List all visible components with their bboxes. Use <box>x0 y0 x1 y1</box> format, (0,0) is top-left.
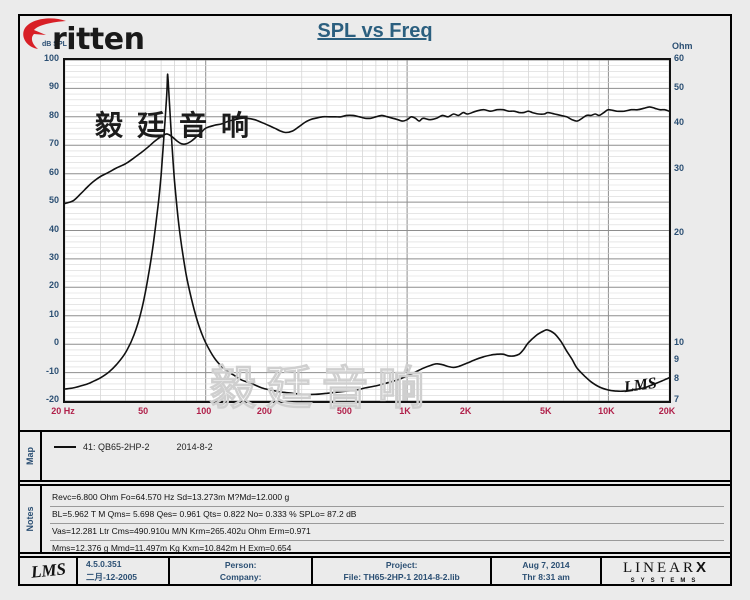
y-axis-left-label: dB SPL <box>42 41 67 48</box>
y-tick-left-70: 70 <box>48 138 59 149</box>
y-tick-left-80: 80 <box>48 109 59 120</box>
note-line-3: Vas=12.281 Ltr Cms=490.910u M/N Krm=265.… <box>50 524 724 541</box>
y-tick-left-60: 60 <box>48 166 59 177</box>
x-tick-50: 50 <box>138 406 149 416</box>
notes-panel: Notes Revc=6.800 Ohm Fo=64.570 Hz Sd=13.… <box>18 484 732 558</box>
status-version-cell: 4.5.0.351 二月-12-2005 <box>78 558 170 584</box>
notes-tab-label: Notes <box>25 506 35 532</box>
status-bar: LMS 4.5.0.351 二月-12-2005 Person: Company… <box>18 556 732 586</box>
y-tick-left-40: 40 <box>48 223 59 234</box>
lms-logo-icon: LMS <box>29 559 67 582</box>
map-tab-label: Map <box>25 447 35 465</box>
y-axis-right-label: Ohm <box>672 41 693 51</box>
status-person-cell[interactable]: Person: Company: <box>170 558 314 584</box>
person-label: Person: <box>224 560 257 570</box>
plot-curves <box>65 73 669 396</box>
linearx-brand-logo: LINEARX SYSTEMS <box>602 558 730 584</box>
y-tick-left-0: 0 <box>53 337 59 348</box>
notes-parameter-list: Revc=6.800 Ohm Fo=64.570 Hz Sd=13.273m M… <box>50 490 724 558</box>
status-lms-logo-cell: LMS <box>20 558 78 584</box>
y-tick-right-9: 9 <box>674 354 680 365</box>
y-tick-left-10: 10 <box>48 308 59 319</box>
x-tick-20000: 20K <box>658 406 676 416</box>
y-tick-left-30: 30 <box>48 251 59 262</box>
status-date-cell: Aug 7, 2014 Thr 8:31 am <box>492 558 602 584</box>
y-tick-left-20: 20 <box>48 280 59 291</box>
x-tick-200: 200 <box>256 406 272 416</box>
y-tick-right-50: 50 <box>674 81 685 92</box>
company-label: Company: <box>219 572 262 582</box>
note-line-2: BL=5.962 T M Qms= 5.698 Qes= 0.961 Qts= … <box>50 507 724 524</box>
status-time: Thr 8:31 am <box>522 572 570 582</box>
x-tick-10000: 10K <box>598 406 615 416</box>
legend-swatch-icon <box>54 446 76 448</box>
plot-area: 毅廷音响 LMS <box>63 58 671 403</box>
map-tab[interactable]: Map <box>20 432 42 480</box>
y-tick-left-50: 50 <box>48 195 59 206</box>
x-tick-20: 20 Hz <box>51 406 75 416</box>
legend-entry[interactable]: 41: QB65-2HP-2 2014-8-2 <box>54 442 213 452</box>
x-tick-2000: 2K <box>459 406 472 416</box>
y-tick-right-60: 60 <box>674 53 685 63</box>
legend-curve-date: 2014-8-2 <box>176 442 213 452</box>
page-title: SPL vs Freq <box>317 20 433 42</box>
y-tick-right-40: 40 <box>674 117 685 128</box>
app-build-date: 二月-12-2005 <box>86 572 138 582</box>
file-label: File: TH65-2HP-1 2014-8-2.lib <box>343 572 460 582</box>
notes-tab[interactable]: Notes <box>20 486 42 552</box>
map-panel: Map 41: QB65-2HP-2 2014-8-2 <box>18 430 732 482</box>
y-tick-left--20: -20 <box>45 394 59 404</box>
y-tick-left-100: 100 <box>43 53 59 63</box>
x-tick-100: 100 <box>196 406 212 416</box>
eritten-e-icon <box>23 18 66 49</box>
y-tick-left--10: -10 <box>45 365 59 376</box>
plot-frame: 毅廷音响 LMS <box>63 58 671 403</box>
linearx-brand-sub: SYSTEMS <box>630 577 702 584</box>
x-tick-5000: 5K <box>540 406 552 416</box>
x-tick-500: 500 <box>336 406 352 416</box>
y-tick-right-30: 30 <box>674 163 685 174</box>
brand-logo: ritten <box>22 16 222 72</box>
status-project-cell[interactable]: Project: File: TH65-2HP-1 2014-8-2.lib <box>313 558 492 584</box>
y-tick-right-8: 8 <box>674 372 680 383</box>
y-tick-left-90: 90 <box>48 81 59 92</box>
x-tick-1000: 1K <box>399 406 411 416</box>
note-line-1: Revc=6.800 Ohm Fo=64.570 Hz Sd=13.273m M… <box>50 490 724 507</box>
brand-logo-text: ritten <box>52 22 145 57</box>
legend-curve-id: 41: QB65-2HP-2 <box>83 442 150 452</box>
y-tick-right-10: 10 <box>674 337 685 348</box>
y-tick-right-7: 7 <box>674 394 680 404</box>
y-tick-right-20: 20 <box>674 227 685 238</box>
linearx-brand-main: LINEARX <box>622 558 709 576</box>
project-label: Project: <box>385 560 418 570</box>
status-date: Aug 7, 2014 <box>522 560 570 570</box>
app-version: 4.5.0.351 <box>86 559 122 569</box>
